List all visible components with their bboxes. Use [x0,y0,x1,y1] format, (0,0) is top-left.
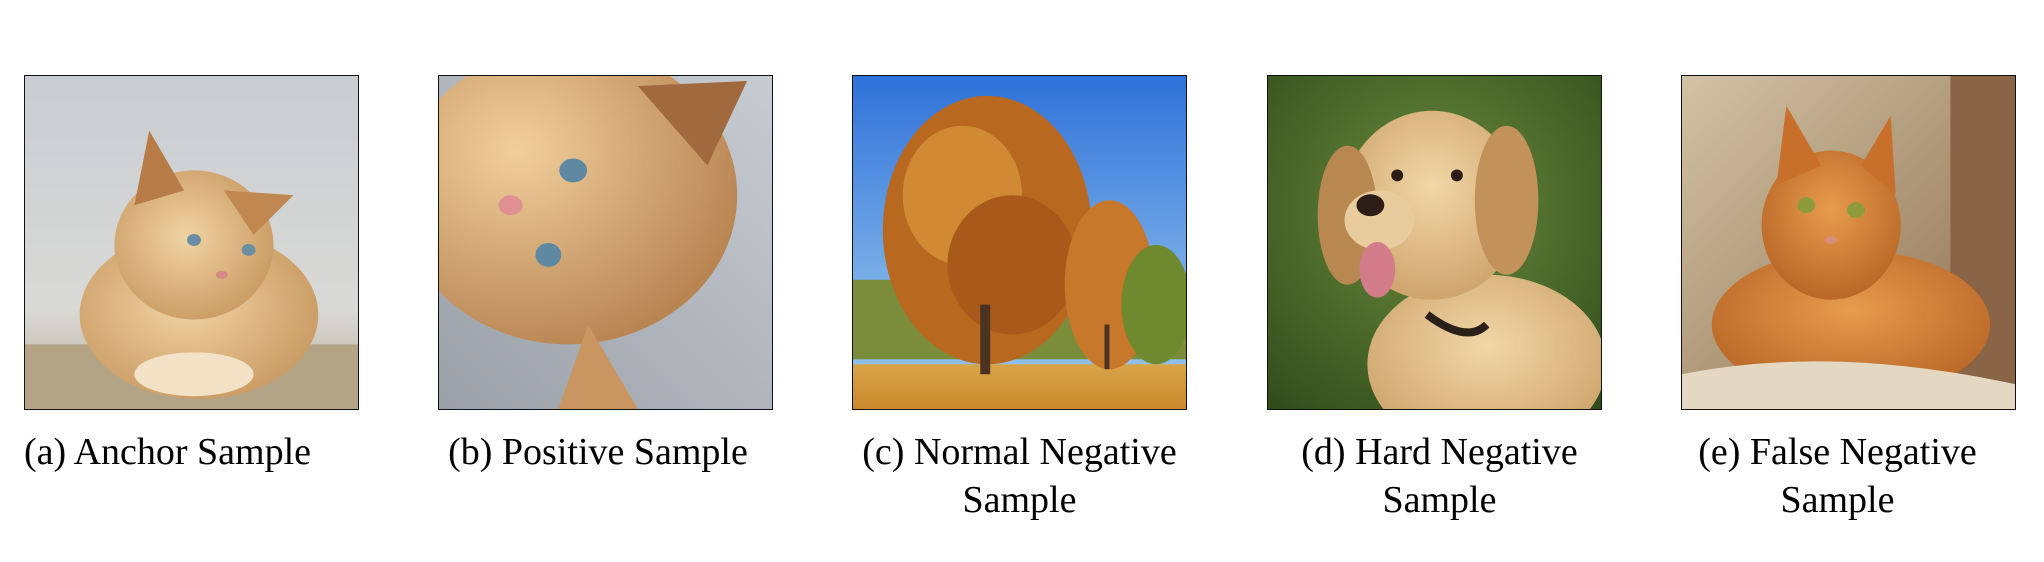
false-negative-sample-image [1681,75,2016,410]
orange-tabby-cat-photo [1682,76,2015,409]
hard-negative-sample-caption: (d) Hard Negative Sample [1301,431,1578,521]
anchor-sample-image [24,75,359,410]
anchor-sample-caption: (a) Anchor Sample [24,431,312,473]
kitten-photo [25,76,358,409]
golden-retriever-photo [1268,76,1601,409]
positive-sample-image [438,75,773,410]
kitten-closeup-photo [439,76,772,409]
false-negative-sample-caption: (e) False Negative Sample [1698,431,1977,521]
positive-sample-caption: (b) Positive Sample [448,431,748,473]
autumn-tree-photo [853,76,1186,409]
hard-negative-sample-image [1267,75,1602,410]
normal-negative-sample-caption: (c) Normal Negative Sample [862,431,1177,521]
normal-negative-sample-image [852,75,1187,410]
